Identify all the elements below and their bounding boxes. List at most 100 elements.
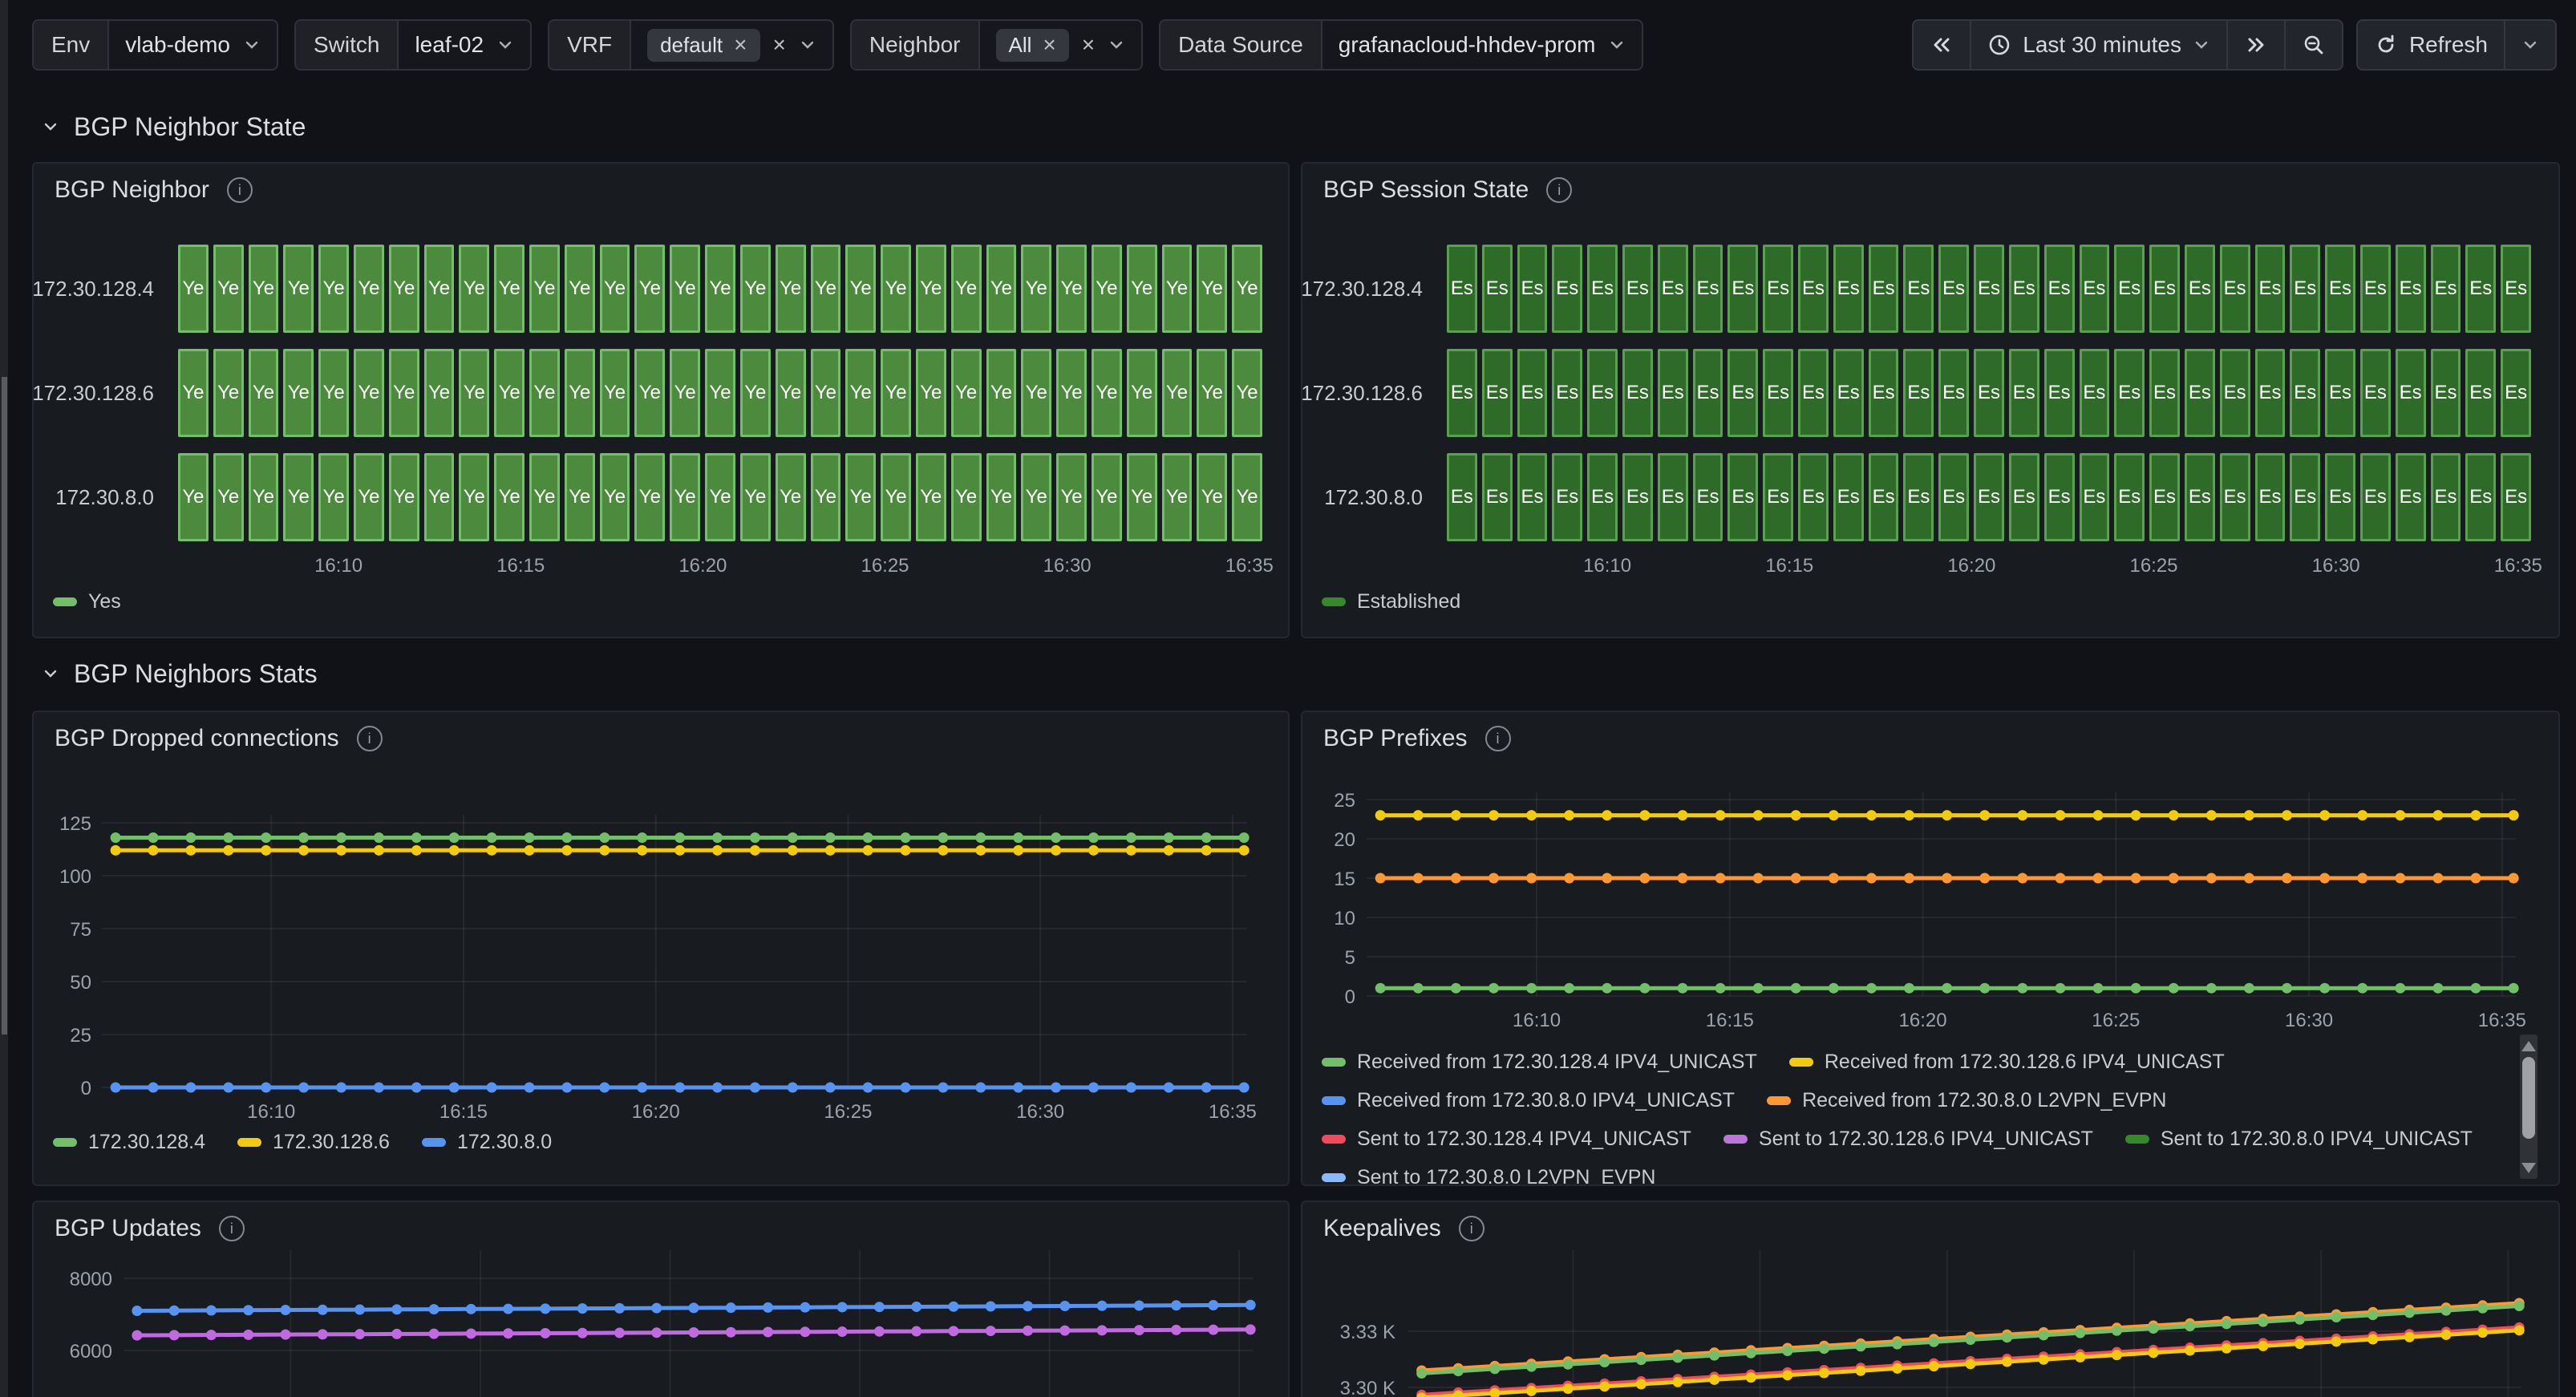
filter-switch-selected: leaf-02	[415, 32, 484, 57]
panel-header[interactable]: BGP Dropped connections i	[55, 725, 383, 752]
clear-filter-icon[interactable]: ×	[1081, 32, 1096, 57]
state-cell: Es	[2219, 349, 2250, 437]
legend-item[interactable]: Received from 172.30.128.6 IPV4_UNICAST	[1788, 1051, 2225, 1074]
legend-swatch	[1322, 597, 1346, 606]
state-cell: Es	[2184, 453, 2215, 541]
panel-title: BGP Dropped connections	[55, 725, 339, 751]
legend-scrollbar-thumb[interactable]	[2522, 1057, 2535, 1139]
filter-vrf-value[interactable]: default × ×	[631, 21, 832, 69]
time-shift-forward-button[interactable]	[2226, 21, 2284, 69]
section-title: BGP Neighbors Stats	[74, 658, 318, 688]
state-cell: Es	[1763, 245, 1794, 333]
clear-filter-icon[interactable]: ×	[772, 32, 786, 57]
zoom-out-button[interactable]	[2283, 21, 2342, 69]
svg-text:0: 0	[81, 1078, 91, 1099]
info-icon[interactable]: i	[356, 726, 383, 751]
filter-datasource-value[interactable]: grafanacloud-hhdev-prom	[1322, 21, 1642, 69]
info-icon[interactable]: i	[1546, 177, 1573, 203]
filter-env-value[interactable]: vlab-demo	[109, 21, 277, 69]
remove-chip-icon[interactable]: ×	[1043, 32, 1056, 57]
legend-swatch	[1723, 1135, 1748, 1144]
state-cell: Es	[2254, 349, 2286, 437]
filter-env: Env vlab-demo	[32, 19, 278, 71]
state-cell: Es	[2043, 453, 2075, 541]
svg-text:8000: 8000	[70, 1269, 112, 1290]
time-shift-back-button[interactable]	[1914, 21, 1970, 69]
legend-label: Received from 172.30.8.0 L2VPN_EVPN	[1802, 1089, 2167, 1112]
legend-swatch	[1322, 1096, 1346, 1105]
state-cell: Ye	[248, 245, 279, 333]
info-icon[interactable]: i	[218, 1216, 245, 1241]
legend-item[interactable]: Yes	[53, 590, 121, 613]
state-cell: Ye	[318, 245, 350, 333]
panel-header[interactable]: BGP Neighbor i	[55, 176, 253, 204]
row-header-bgp-neighbors-stats[interactable]: BGP Neighbors Stats	[42, 656, 318, 691]
svg-text:16:10: 16:10	[247, 1101, 295, 1123]
svg-text:10: 10	[1334, 908, 1355, 929]
legend: Established	[1322, 590, 1460, 613]
scroll-up-arrow[interactable]	[2521, 1041, 2536, 1051]
info-icon[interactable]: i	[226, 177, 253, 203]
state-cell: Ye	[950, 453, 982, 541]
legend-item[interactable]: 172.30.128.4	[53, 1131, 205, 1154]
chevron-down-icon	[499, 41, 512, 49]
refresh-button[interactable]: Refresh	[2358, 21, 2504, 69]
legend-item[interactable]: Sent to 172.30.8.0 L2VPN_EVPN	[1322, 1166, 1655, 1184]
state-cell: Ye	[1126, 245, 1157, 333]
refresh-interval-dropdown[interactable]	[2504, 21, 2555, 69]
legend-item[interactable]: Sent to 172.30.128.6 IPV4_UNICAST	[1723, 1128, 2093, 1151]
panel-header[interactable]: BGP Prefixes i	[1323, 725, 1511, 752]
state-cell: Ye	[634, 453, 666, 541]
legend-item[interactable]: Received from 172.30.8.0 IPV4_UNICAST	[1322, 1089, 1735, 1112]
panel-title: BGP Neighbor	[55, 176, 209, 203]
info-icon[interactable]: i	[1458, 1216, 1484, 1241]
legend-item[interactable]: Established	[1322, 590, 1460, 613]
info-icon[interactable]: i	[1484, 726, 1511, 751]
svg-text:3.30 K: 3.30 K	[1340, 1378, 1395, 1397]
panel-header[interactable]: Keepalives i	[1323, 1215, 1484, 1242]
line-chart: 3.30 K 3.33 K	[1302, 1202, 2558, 1397]
filter-neighbor-chip[interactable]: All ×	[995, 28, 1069, 62]
refresh-icon	[2378, 34, 2394, 53]
panel-header[interactable]: BGP Session State i	[1323, 176, 1573, 204]
remove-chip-icon[interactable]: ×	[734, 32, 747, 57]
svg-text:3.33 K: 3.33 K	[1340, 1322, 1395, 1343]
state-cell: Ye	[459, 453, 490, 541]
panel-header[interactable]: BGP Updates i	[55, 1215, 245, 1242]
state-cell: Es	[2430, 453, 2461, 541]
filter-neighbor-value[interactable]: All × ×	[980, 21, 1142, 69]
state-cell: Es	[1798, 245, 1829, 333]
state-cell: Es	[1974, 349, 2004, 437]
svg-text:16:25: 16:25	[2092, 1010, 2140, 1031]
state-cell: Ye	[1197, 349, 1228, 437]
legend-item[interactable]: Sent to 172.30.8.0 IPV4_UNICAST	[2124, 1128, 2473, 1151]
state-cell: Es	[1481, 453, 1513, 541]
state-cell: Es	[1903, 349, 1934, 437]
legend-item[interactable]: 172.30.8.0	[421, 1131, 552, 1154]
legend-item[interactable]: Received from 172.30.128.4 IPV4_UNICAST	[1322, 1051, 1757, 1074]
legend-item[interactable]: 172.30.128.6	[237, 1131, 390, 1154]
state-cell: Ye	[915, 453, 946, 541]
page-scrollbar-thumb[interactable]	[2, 377, 7, 1035]
time-range-picker[interactable]: Last 30 minutes	[1970, 21, 2226, 69]
state-cell: Es	[2149, 349, 2180, 437]
state-cell: Es	[1657, 349, 1688, 437]
x-axis-label: 16:25	[2129, 555, 2178, 577]
state-cell: Es	[1868, 245, 1899, 333]
legend: Received from 172.30.128.4 IPV4_UNICAST R…	[1322, 1051, 2225, 1074]
timeline-row-label: 172.30.8.0	[1324, 484, 1423, 509]
filter-switch-value[interactable]: leaf-02	[399, 21, 530, 69]
x-axis-label: 16:15	[1765, 555, 1814, 577]
state-cell: Es	[1833, 453, 1864, 541]
legend-swatch	[1767, 1096, 1792, 1105]
row-header-bgp-neighbor-state[interactable]: BGP Neighbor State	[42, 109, 306, 144]
state-cell: Ye	[318, 349, 350, 437]
scroll-down-arrow[interactable]	[2521, 1163, 2536, 1173]
timeline-row-label: 172.30.128.6	[32, 380, 154, 405]
state-cell: Es	[2149, 453, 2180, 541]
state-cell: Es	[1868, 453, 1899, 541]
legend-item[interactable]: Sent to 172.30.128.4 IPV4_UNICAST	[1322, 1128, 1691, 1151]
state-cell: Es	[1727, 349, 1759, 437]
filter-vrf-chip[interactable]: default ×	[647, 28, 760, 62]
legend-item[interactable]: Received from 172.30.8.0 L2VPN_EVPN	[1767, 1089, 2166, 1112]
